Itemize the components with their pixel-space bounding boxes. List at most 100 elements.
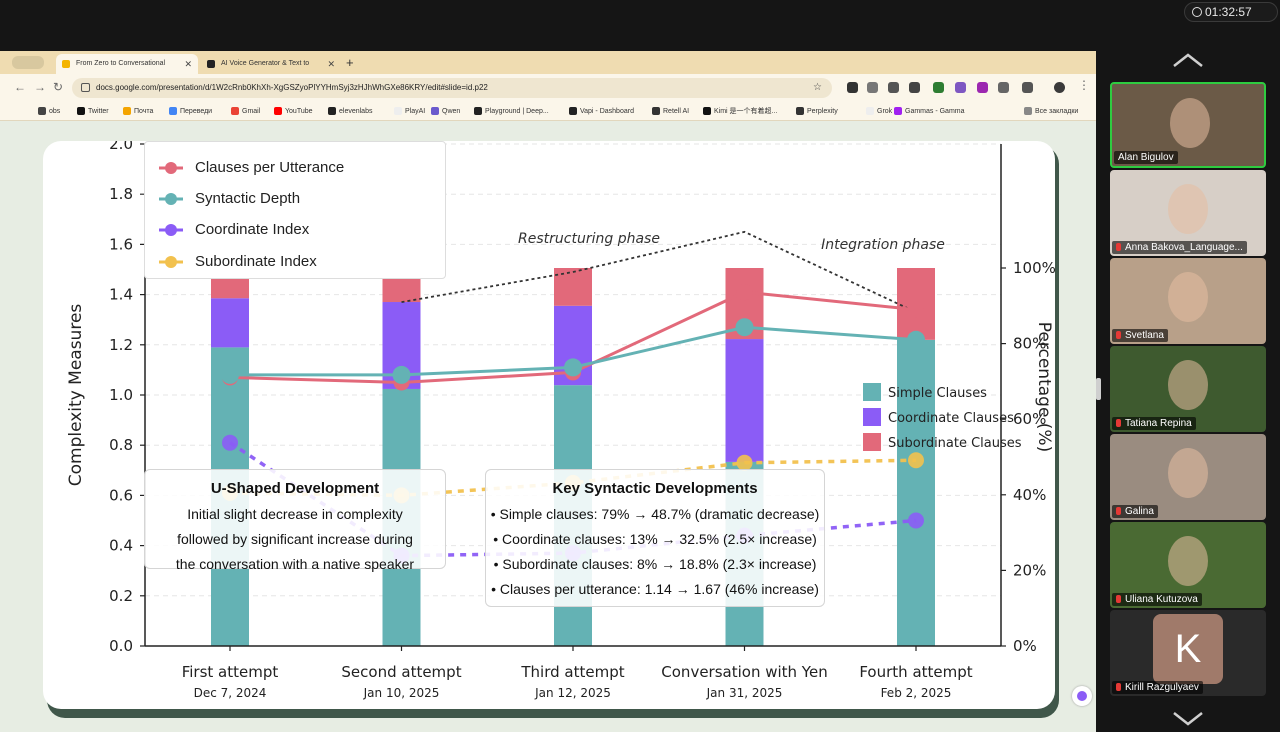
bookmark-item[interactable]: Playground | Deep... bbox=[474, 102, 549, 121]
participant-name: Alan Bigulov bbox=[1118, 152, 1174, 163]
slide-card: 0.0 0.2 0.4 0.6 0.8 1.0 1.2 1.4 1.6 1.8 2.0 0% 20% 40… bbox=[43, 141, 1055, 709]
extension-icon[interactable] bbox=[933, 82, 944, 93]
clock-icon bbox=[1192, 7, 1202, 17]
bookmark-label: Perplexity bbox=[807, 108, 838, 115]
info-box-line: followed by significant increase during bbox=[177, 531, 413, 547]
bookmark-label: Twitter bbox=[88, 108, 109, 115]
profile-avatar[interactable] bbox=[1054, 82, 1065, 93]
timer-text: 01:32:57 bbox=[1205, 5, 1252, 19]
info-box-title: Key Syntactic Developments bbox=[552, 480, 758, 497]
stacked-bar-segment bbox=[554, 268, 592, 306]
y-tick-label: 1.2 bbox=[109, 336, 133, 354]
bookmark-item[interactable]: Retell AI bbox=[652, 102, 689, 121]
y-tick-label: 2.0 bbox=[109, 141, 133, 153]
info-box-line: • Clauses per utterance: 1.14 → 1.67 (46… bbox=[491, 581, 819, 597]
bookmark-favicon-icon bbox=[866, 107, 874, 115]
data-point bbox=[735, 318, 754, 337]
participant-tile[interactable]: Svetlana bbox=[1110, 258, 1266, 344]
close-tab-icon[interactable]: ✕ bbox=[184, 59, 192, 69]
participant-name-tag: Kirill Razgulyaev bbox=[1112, 681, 1203, 694]
bookmark-item[interactable]: YouTube bbox=[274, 102, 313, 121]
extension-icon[interactable] bbox=[955, 82, 966, 93]
data-point bbox=[392, 365, 411, 384]
extension-icon[interactable] bbox=[977, 82, 988, 93]
reload-icon[interactable]: ↻ bbox=[53, 80, 64, 94]
extension-icon[interactable] bbox=[867, 82, 878, 93]
participant-name: Kirill Razgulyaev bbox=[1125, 682, 1199, 693]
y2-tick-label: 0% bbox=[1013, 637, 1037, 655]
new-tab-button[interactable]: + bbox=[346, 55, 354, 70]
line-legend: Clauses per Utterance Syntactic Depth Co… bbox=[144, 141, 446, 279]
x-tick-date: Dec 7, 2024 bbox=[194, 686, 267, 700]
info-box-line: the conversation with a native speaker bbox=[175, 556, 415, 572]
info-box-line: • Subordinate clauses: 8% → 18.8% (2.3× … bbox=[493, 556, 817, 572]
extension-icon[interactable] bbox=[998, 82, 1009, 93]
scroll-up-arrow-icon[interactable] bbox=[1172, 52, 1204, 68]
participant-name-tag: Anna Bakova_Language... bbox=[1112, 241, 1247, 254]
participant-name: Tatiana Repina bbox=[1125, 418, 1192, 429]
y2-tick-label: 80% bbox=[1013, 335, 1046, 353]
extension-icon[interactable] bbox=[909, 82, 920, 93]
extensions-puzzle-icon[interactable] bbox=[1022, 82, 1033, 93]
panel-resize-handle[interactable] bbox=[1096, 378, 1101, 400]
bookmark-item[interactable]: Переведи bbox=[169, 102, 212, 121]
data-point bbox=[736, 454, 753, 471]
url-text: docs.google.com/presentation/d/1W2cRnb0K… bbox=[96, 83, 488, 92]
participant-name-tag: Alan Bigulov bbox=[1114, 151, 1178, 164]
bookmark-item[interactable]: Gammas - Gamma bbox=[894, 102, 965, 121]
scroll-down-arrow-icon[interactable] bbox=[1172, 710, 1204, 726]
tab-slides[interactable]: From Zero to Conversational ✕ bbox=[56, 54, 198, 74]
participant-tile[interactable]: K Kirill Razgulyaev bbox=[1110, 610, 1266, 696]
data-point bbox=[908, 452, 924, 469]
extension-icon[interactable] bbox=[888, 82, 899, 93]
participant-tile[interactable]: Alan Bigulov bbox=[1110, 82, 1266, 168]
bookmark-item[interactable]: Qwen bbox=[431, 102, 460, 121]
bookmark-item[interactable]: Perplexity bbox=[796, 102, 838, 121]
back-icon[interactable]: ← bbox=[14, 80, 26, 94]
menu-dots-icon[interactable]: ⋮ bbox=[1078, 78, 1090, 92]
phase-annotation: Restructuring phase bbox=[518, 231, 660, 247]
participant-video bbox=[1168, 536, 1208, 586]
bookmark-item[interactable]: Почта bbox=[123, 102, 153, 121]
tab-voice-generator[interactable]: AI Voice Generator & Text to ✕ bbox=[201, 54, 341, 74]
y2-tick-label: 60% bbox=[1013, 410, 1046, 428]
bookmark-item[interactable]: obs bbox=[38, 102, 60, 121]
bookmark-favicon-icon bbox=[274, 107, 282, 115]
extension-icon[interactable] bbox=[847, 82, 858, 93]
bookmark-item[interactable]: PlayAI bbox=[394, 102, 425, 121]
address-bar[interactable]: docs.google.com/presentation/d/1W2cRnb0K… bbox=[72, 78, 832, 98]
bar-legend-swatch bbox=[863, 383, 881, 401]
muted-mic-icon bbox=[1116, 507, 1121, 516]
bookmark-item[interactable]: Все закладки bbox=[1024, 102, 1078, 121]
bookmark-item[interactable]: Kimi 是一个有着超... bbox=[703, 102, 777, 121]
bookmark-star-icon[interactable]: ☆ bbox=[813, 82, 822, 93]
tab-search-button[interactable] bbox=[12, 56, 44, 69]
x-tick-date: Jan 12, 2025 bbox=[534, 686, 611, 700]
bookmark-label: Playground | Deep... bbox=[485, 108, 549, 115]
bookmark-item[interactable]: elevenlabs bbox=[328, 102, 372, 121]
bookmark-item[interactable]: Vapi - Dashboard bbox=[569, 102, 634, 121]
stacked-bar-segment bbox=[211, 298, 249, 348]
stacked-bar-segment bbox=[725, 339, 764, 462]
bookmark-item[interactable]: Twitter bbox=[77, 102, 109, 121]
data-point bbox=[222, 434, 238, 451]
participant-tile[interactable]: Uliana Kutuzova bbox=[1110, 522, 1266, 608]
y-tick-label: 0.4 bbox=[109, 537, 133, 555]
participant-video bbox=[1170, 98, 1210, 148]
participant-tile[interactable]: Anna Bakova_Language... bbox=[1110, 170, 1266, 256]
tab-label: AI Voice Generator & Text to bbox=[221, 60, 310, 67]
participant-name: Uliana Kutuzova bbox=[1125, 594, 1198, 605]
legend-swatch-depth bbox=[159, 193, 183, 205]
participant-tile[interactable]: Galina bbox=[1110, 434, 1266, 520]
site-info-icon[interactable] bbox=[81, 83, 90, 92]
close-tab-icon[interactable]: ✕ bbox=[327, 59, 335, 69]
participant-tile[interactable]: Tatiana Repina bbox=[1110, 346, 1266, 432]
tab-strip: From Zero to Conversational ✕ AI Voice G… bbox=[0, 51, 1096, 74]
forward-icon[interactable]: → bbox=[34, 80, 46, 94]
ai-assistant-button[interactable] bbox=[1072, 686, 1092, 706]
x-tick-label: First attempt bbox=[182, 663, 279, 681]
bookmark-item[interactable]: Grok bbox=[866, 102, 892, 121]
x-tick-label: Conversation with Yen bbox=[661, 663, 827, 681]
bookmark-label: obs bbox=[49, 108, 61, 115]
bookmark-item[interactable]: Gmail bbox=[231, 102, 260, 121]
